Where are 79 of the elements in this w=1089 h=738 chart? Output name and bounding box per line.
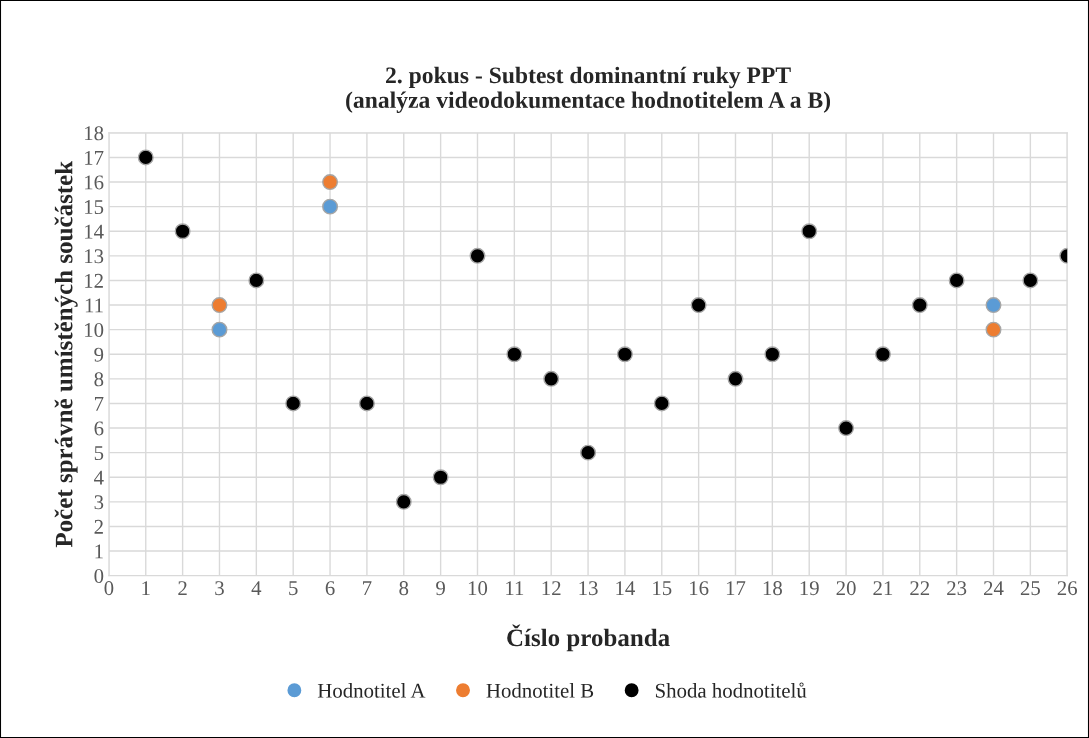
y-tick-label: 16 <box>85 175 104 190</box>
x-tick-label: 23 <box>947 581 967 596</box>
y-tick-label: 9 <box>94 347 104 362</box>
x-tick-label: 16 <box>690 581 709 596</box>
x-tick-label: 19 <box>800 581 819 596</box>
point <box>137 149 154 166</box>
point <box>764 346 781 363</box>
y-tick-label: 5 <box>94 446 104 461</box>
x-tick-label: 20 <box>836 581 856 596</box>
point <box>174 223 191 240</box>
x-tick-label: 7 <box>363 581 372 595</box>
point <box>469 247 486 264</box>
point <box>211 297 228 314</box>
x-tick-label: 5 <box>289 581 298 596</box>
y-tick-label: 6 <box>94 421 104 436</box>
y-tick-label: 13 <box>85 249 104 264</box>
point <box>948 272 965 289</box>
point <box>285 395 302 412</box>
y-tick-label: 12 <box>85 273 103 288</box>
y-tick-label: 15 <box>85 200 104 215</box>
point <box>985 297 1002 314</box>
x-tick-label: 10 <box>468 581 488 596</box>
point <box>395 493 412 510</box>
y-tick-label: 1 <box>95 544 103 559</box>
x-tick-label: 15 <box>653 581 672 596</box>
y-tick-label: 18 <box>85 126 104 141</box>
y-tick-label: 14 <box>85 224 104 239</box>
point <box>1022 272 1039 289</box>
point <box>801 223 818 240</box>
y-tick-label: 4 <box>94 470 104 485</box>
point <box>727 370 744 387</box>
y-tick-label: 2 <box>94 519 103 534</box>
point <box>506 346 523 363</box>
y-tick-label: 7 <box>95 397 104 411</box>
x-axis-title: Číslo probanda <box>507 624 670 652</box>
point <box>838 420 855 437</box>
point <box>985 321 1002 338</box>
point <box>616 346 633 363</box>
point <box>874 346 891 363</box>
x-tick-label: 24 <box>984 581 1004 595</box>
y-tick-label: 3 <box>94 495 104 510</box>
point <box>690 297 707 314</box>
y-tick-label: 0 <box>94 569 104 584</box>
x-tick-label: 2 <box>178 581 187 595</box>
x-tick-label: 8 <box>399 581 409 596</box>
point <box>211 321 228 338</box>
legend-label: Shoda hodnotitelů <box>655 682 807 698</box>
y-tick-label: 8 <box>94 372 104 387</box>
point <box>248 272 265 289</box>
point <box>543 370 560 387</box>
x-tick-label: 3 <box>215 581 224 596</box>
point <box>432 469 449 486</box>
x-tick-label: 9 <box>436 581 445 596</box>
point <box>653 395 670 412</box>
point <box>322 198 339 215</box>
x-tick-label: 14 <box>616 581 636 595</box>
x-tick-label: 17 <box>726 581 746 595</box>
x-tick-label: 25 <box>1020 581 1040 596</box>
chart-title: 2. pokus - Subtest dominantní ruky PPT (analýza videodokumentace hodnotitelem A a B) <box>346 66 831 113</box>
point <box>580 444 597 461</box>
y-tick-label: 10 <box>85 323 104 338</box>
x-tick-label: 1 <box>142 581 150 595</box>
y-tick-label: 11 <box>85 298 103 313</box>
x-tick-label: 22 <box>910 581 930 595</box>
x-tick-label: 18 <box>763 581 782 596</box>
x-tick-label: 4 <box>251 581 262 595</box>
y-tick-label: 17 <box>85 150 104 165</box>
point <box>358 395 375 412</box>
point <box>322 174 339 191</box>
x-tick-label: 21 <box>873 581 893 595</box>
x-tick-label: 13 <box>579 581 598 596</box>
point <box>911 297 928 314</box>
x-tick-label: 11 <box>506 581 524 595</box>
x-tick-label: 12 <box>542 581 561 595</box>
x-tick-label: 6 <box>325 581 335 596</box>
y-axis-title: Počet správně umístěných součástek <box>54 160 78 548</box>
legend-label: Hodnotitel A <box>317 683 426 698</box>
x-tick-label: 26 <box>1057 581 1078 596</box>
legend-label: Hodnotitel B <box>486 683 594 698</box>
